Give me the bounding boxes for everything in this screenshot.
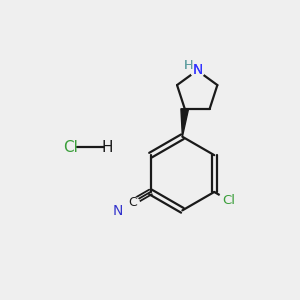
Text: N: N: [112, 204, 123, 218]
Polygon shape: [181, 109, 189, 137]
Text: N: N: [193, 63, 203, 77]
Text: Cl: Cl: [222, 194, 235, 207]
Text: C: C: [128, 196, 136, 209]
Text: H: H: [184, 58, 193, 72]
Text: H: H: [184, 58, 193, 72]
Text: H: H: [102, 140, 113, 154]
Text: N: N: [193, 63, 203, 77]
Text: Cl: Cl: [63, 140, 78, 154]
